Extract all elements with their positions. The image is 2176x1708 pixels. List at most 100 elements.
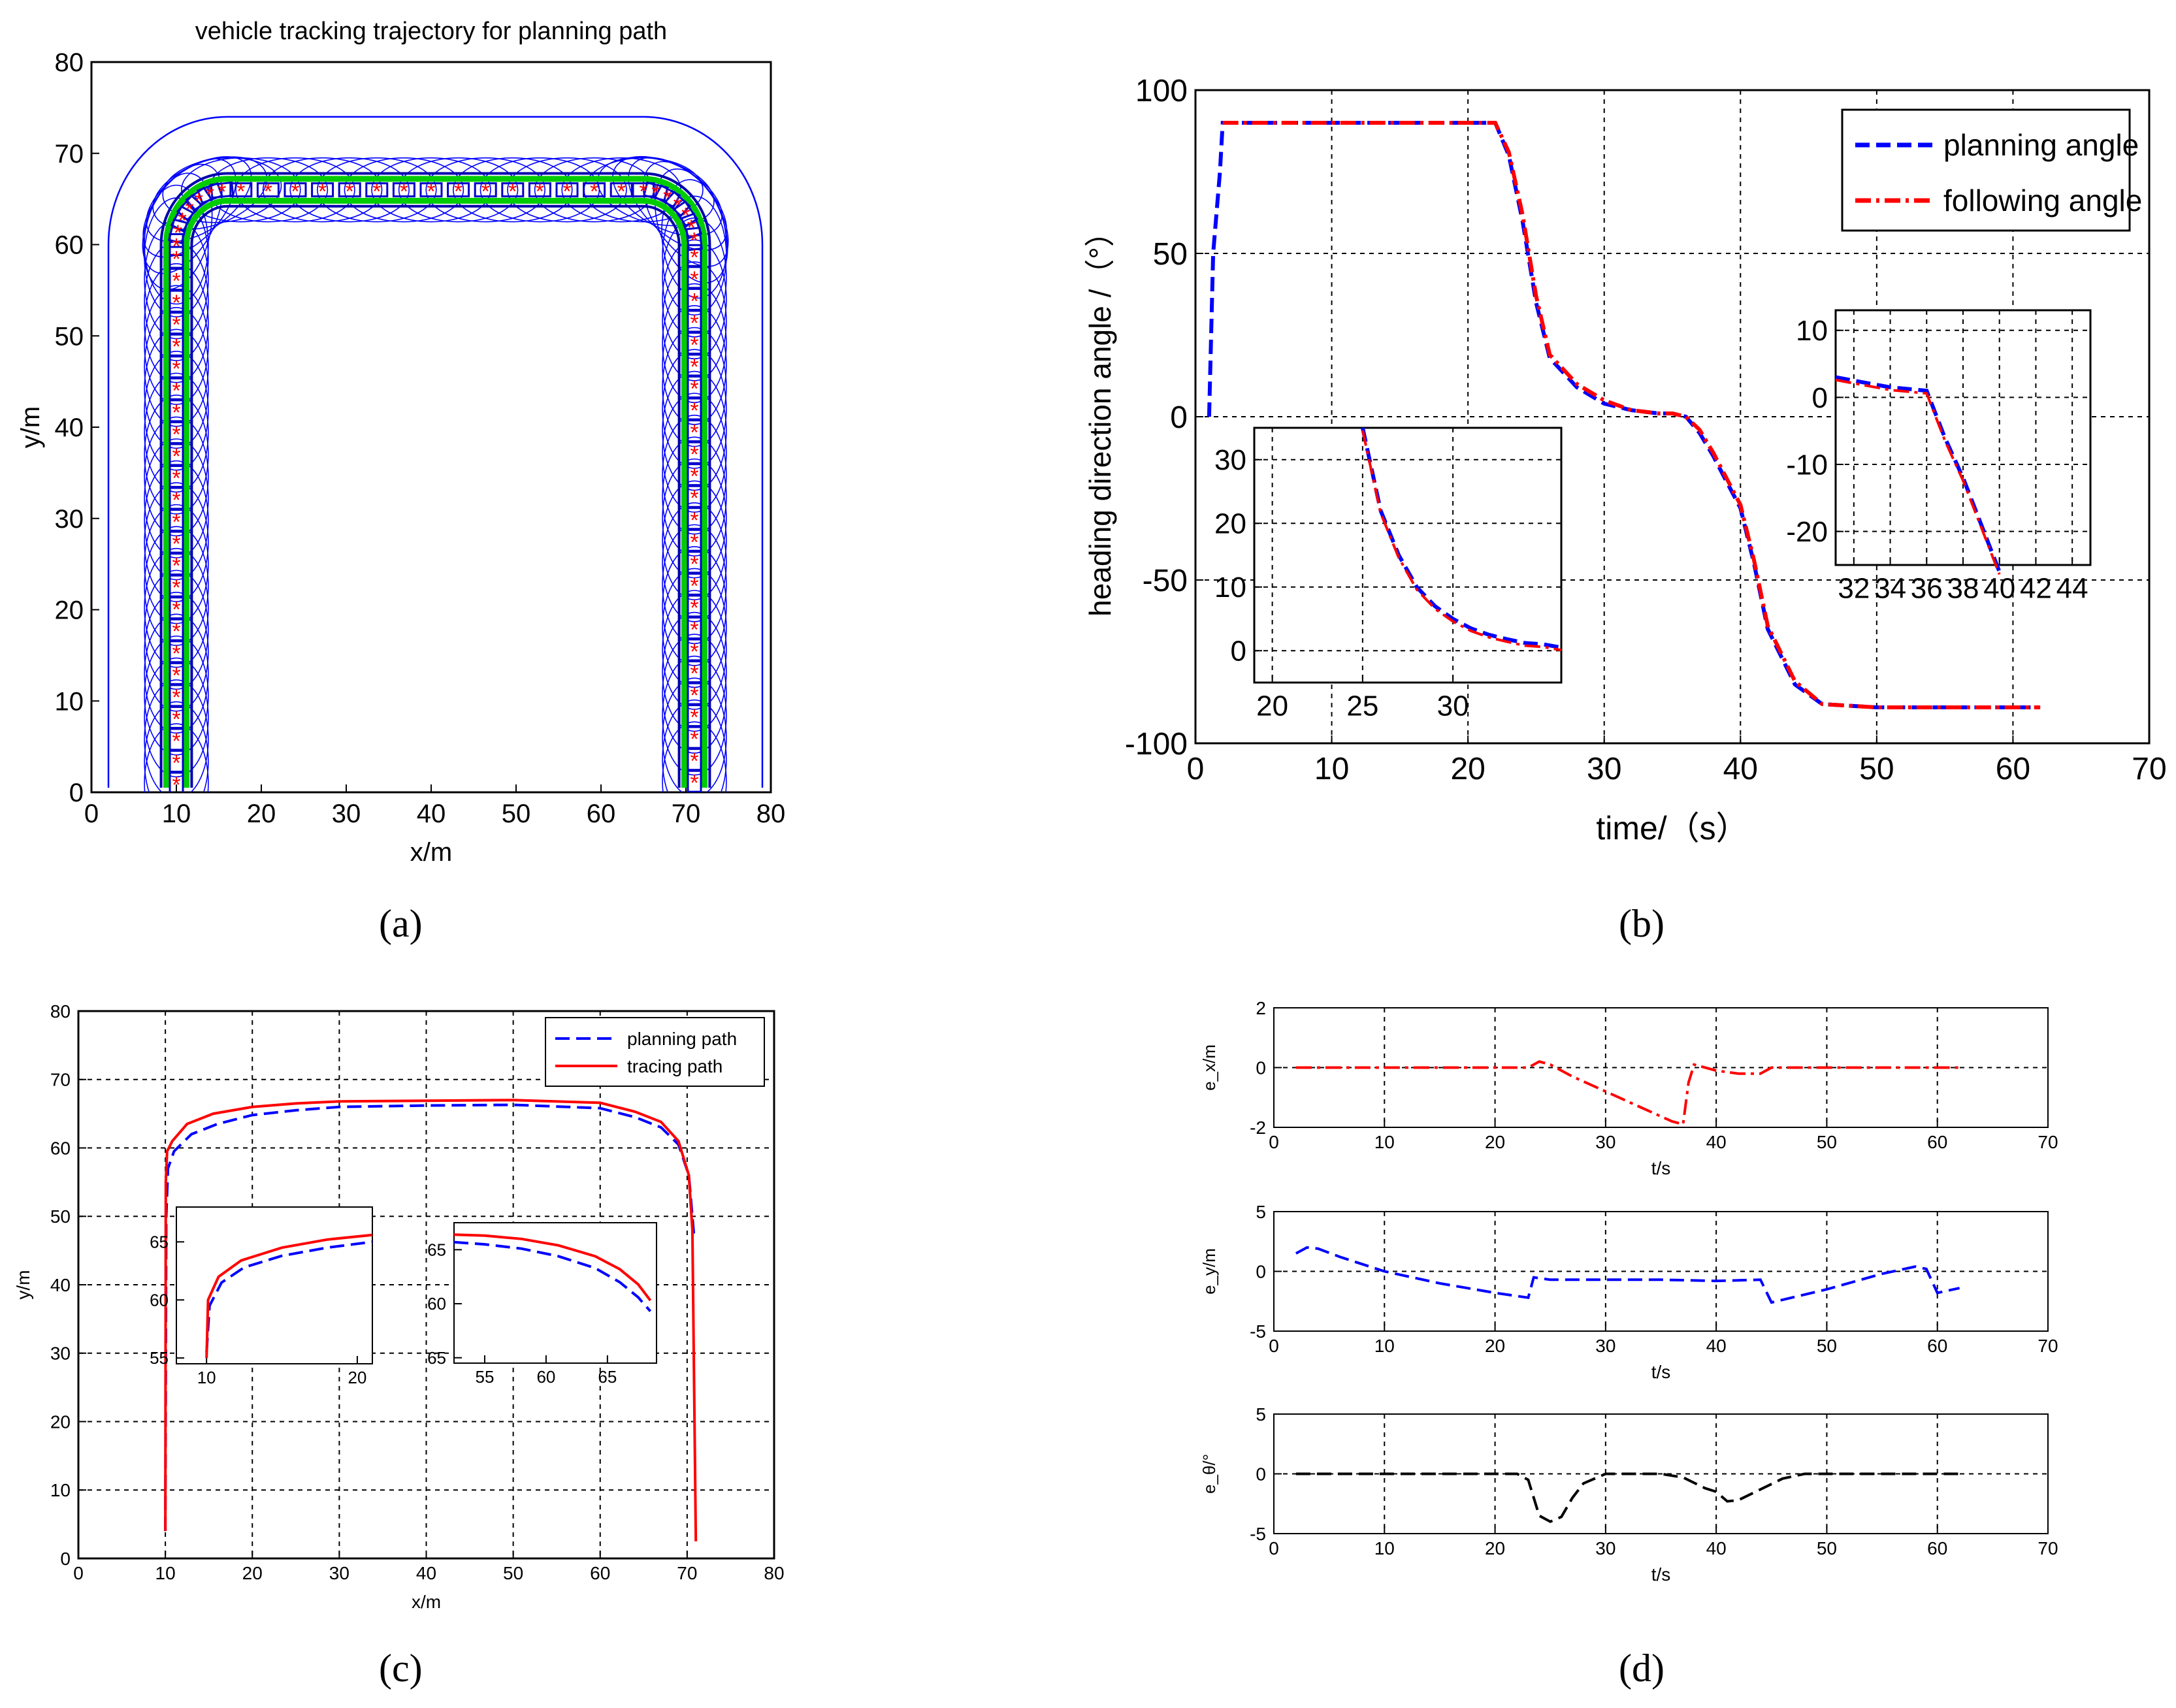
vehicle-footprint [687,551,702,574]
x-tick-label: 0 [73,1563,84,1583]
path-point-marker: * [178,208,187,233]
envelope-arc [144,657,209,778]
vehicle-footprint [169,530,184,554]
envelope-arc [144,679,209,792]
envelope-arc [662,677,727,792]
vehicle-footprint [169,596,184,620]
inset-tracing-path [205,1233,373,1359]
chart-c-xlabel: x/m [412,1592,441,1612]
y-tick-label: -2 [1250,1118,1266,1138]
y-tick-label: 0 [1231,636,1246,668]
path-point-marker: * [218,180,226,204]
path-point-marker: * [172,291,180,315]
x-tick-label: 50 [1817,1336,1837,1356]
path-point-marker: * [236,180,245,204]
x-tick-label: 10 [155,1563,176,1583]
chart-b-legend: planning angle following angle [1841,108,2142,232]
vehicle-footprint [632,182,655,198]
vehicle-footprint [169,574,184,598]
vehicle-footprint [687,353,702,377]
y-tick-label: 65 [150,1232,169,1251]
x-tick-label: 0 [1269,1336,1279,1356]
x-tick-label: 50 [502,799,531,828]
envelope-arc [662,611,727,732]
footprint-outer [163,176,708,788]
vehicle-footprint [185,186,213,212]
vehicle-footprint [528,182,551,198]
x-tick-label: 60 [587,799,616,828]
x-tick-label: 40 [417,799,446,828]
x-tick-label: 20 [1485,1132,1505,1152]
x-tick-label: 70 [2038,1132,2058,1152]
path-point-marker: * [206,183,214,208]
envelope-arc [662,414,727,535]
path-point-marker: * [172,619,180,644]
vehicle-footprint [609,182,633,198]
path-point-marker: * [454,180,463,204]
path-point-marker: * [172,663,180,688]
x-tick-label: 10 [1314,752,1349,786]
vehicle-footprint [583,182,606,198]
vehicle-footprint [392,182,415,198]
y-tick-label: 20 [55,596,84,625]
x-tick-label: 70 [672,799,701,828]
vehicle-footprint [687,704,702,728]
legend-box [1841,108,2131,232]
x-tick-label: 60 [1927,1132,1947,1152]
error-series [1295,1472,1960,1523]
chart-c-inset-2: 55 60 65 65 60 65 [427,1222,657,1387]
vehicle-footprint [169,233,184,256]
y-tick-label: 50 [50,1206,71,1227]
vehicle-footprint [256,182,280,198]
y-tick-label: -50 [1143,564,1188,598]
x-tick-label: 30 [1437,690,1469,722]
chart-a-ylabel: y/m [16,406,45,448]
path-point-marker: * [172,466,180,491]
vehicle-footprint [338,182,361,198]
envelope-arc [662,327,727,447]
legend-label: following angle [1943,184,2142,218]
path-point-marker: * [687,216,696,240]
path-point-marker: * [172,729,180,754]
y-tick-label: 10 [1214,572,1246,604]
envelope-arc [344,157,464,223]
path-point-marker: * [651,181,660,206]
x-tick-label: 0 [84,799,99,828]
x-tick-label: 65 [598,1367,617,1387]
y-tick-label: 100 [1135,74,1188,108]
x-tick-label: 0 [1269,1538,1279,1558]
chart-d-ylabel: e_θ/° [1199,1454,1219,1494]
y-tick-label: 30 [1214,444,1246,476]
envelope-arc [398,157,519,223]
chart-c-inset-1: 10 20 55 60 65 [150,1206,373,1387]
vehicle-footprint [687,594,702,618]
x-tick-label: 30 [329,1563,349,1583]
y-tick-label: 0 [1256,1261,1266,1281]
path-point-marker: * [427,180,435,204]
vehicle-footprint [687,331,702,355]
x-tick-label: 20 [1256,690,1288,722]
footprint-edge-outer [159,172,711,788]
path-point-marker: * [690,596,698,620]
path-point-marker: * [690,245,698,270]
envelope-outer-boundary [107,116,764,788]
x-tick-label: 0 [1269,1132,1279,1152]
vehicle-footprint [687,244,702,267]
envelope-arc [146,156,252,242]
inset-tracing-path [453,1233,652,1302]
y-tick-label: 0 [1256,1464,1266,1484]
vehicle-footprint [687,463,702,487]
x-tick-label: 10 [1374,1538,1395,1558]
envelope-arc [144,306,209,427]
y-tick-label: 60 [150,1290,169,1310]
y-tick-label: 80 [55,48,84,77]
path-point-marker: * [690,705,698,730]
error-series [1295,1060,1960,1126]
y-tick-label: 40 [50,1275,71,1295]
vehicle-footprint [169,705,184,729]
vehicle-footprint [643,181,669,202]
vehicle-footprint [687,769,702,792]
path-point-marker: * [172,357,180,381]
